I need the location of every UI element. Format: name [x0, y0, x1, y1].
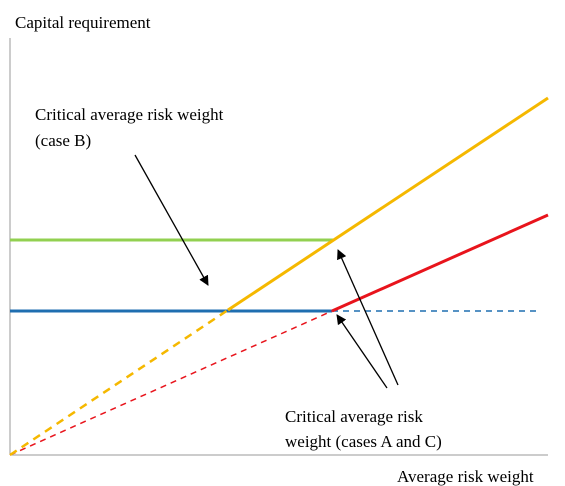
arrow: [134, 154, 209, 286]
x-axis-label: Average risk weight: [397, 467, 534, 486]
yellow-line: [227, 96, 549, 312]
y-axis-label: Capital requirement: [15, 13, 151, 32]
annotation: Critical average risk weight: [35, 105, 224, 124]
annotation: weight (cases A and C): [285, 432, 442, 451]
annotation: Critical average risk: [285, 407, 423, 426]
arrow: [336, 314, 388, 389]
red-line: [331, 213, 549, 313]
annotation: (case B): [35, 131, 91, 150]
arrow: [337, 249, 399, 386]
red-dashed-line: [9, 310, 333, 456]
yellow-dashed-line: [9, 308, 229, 457]
